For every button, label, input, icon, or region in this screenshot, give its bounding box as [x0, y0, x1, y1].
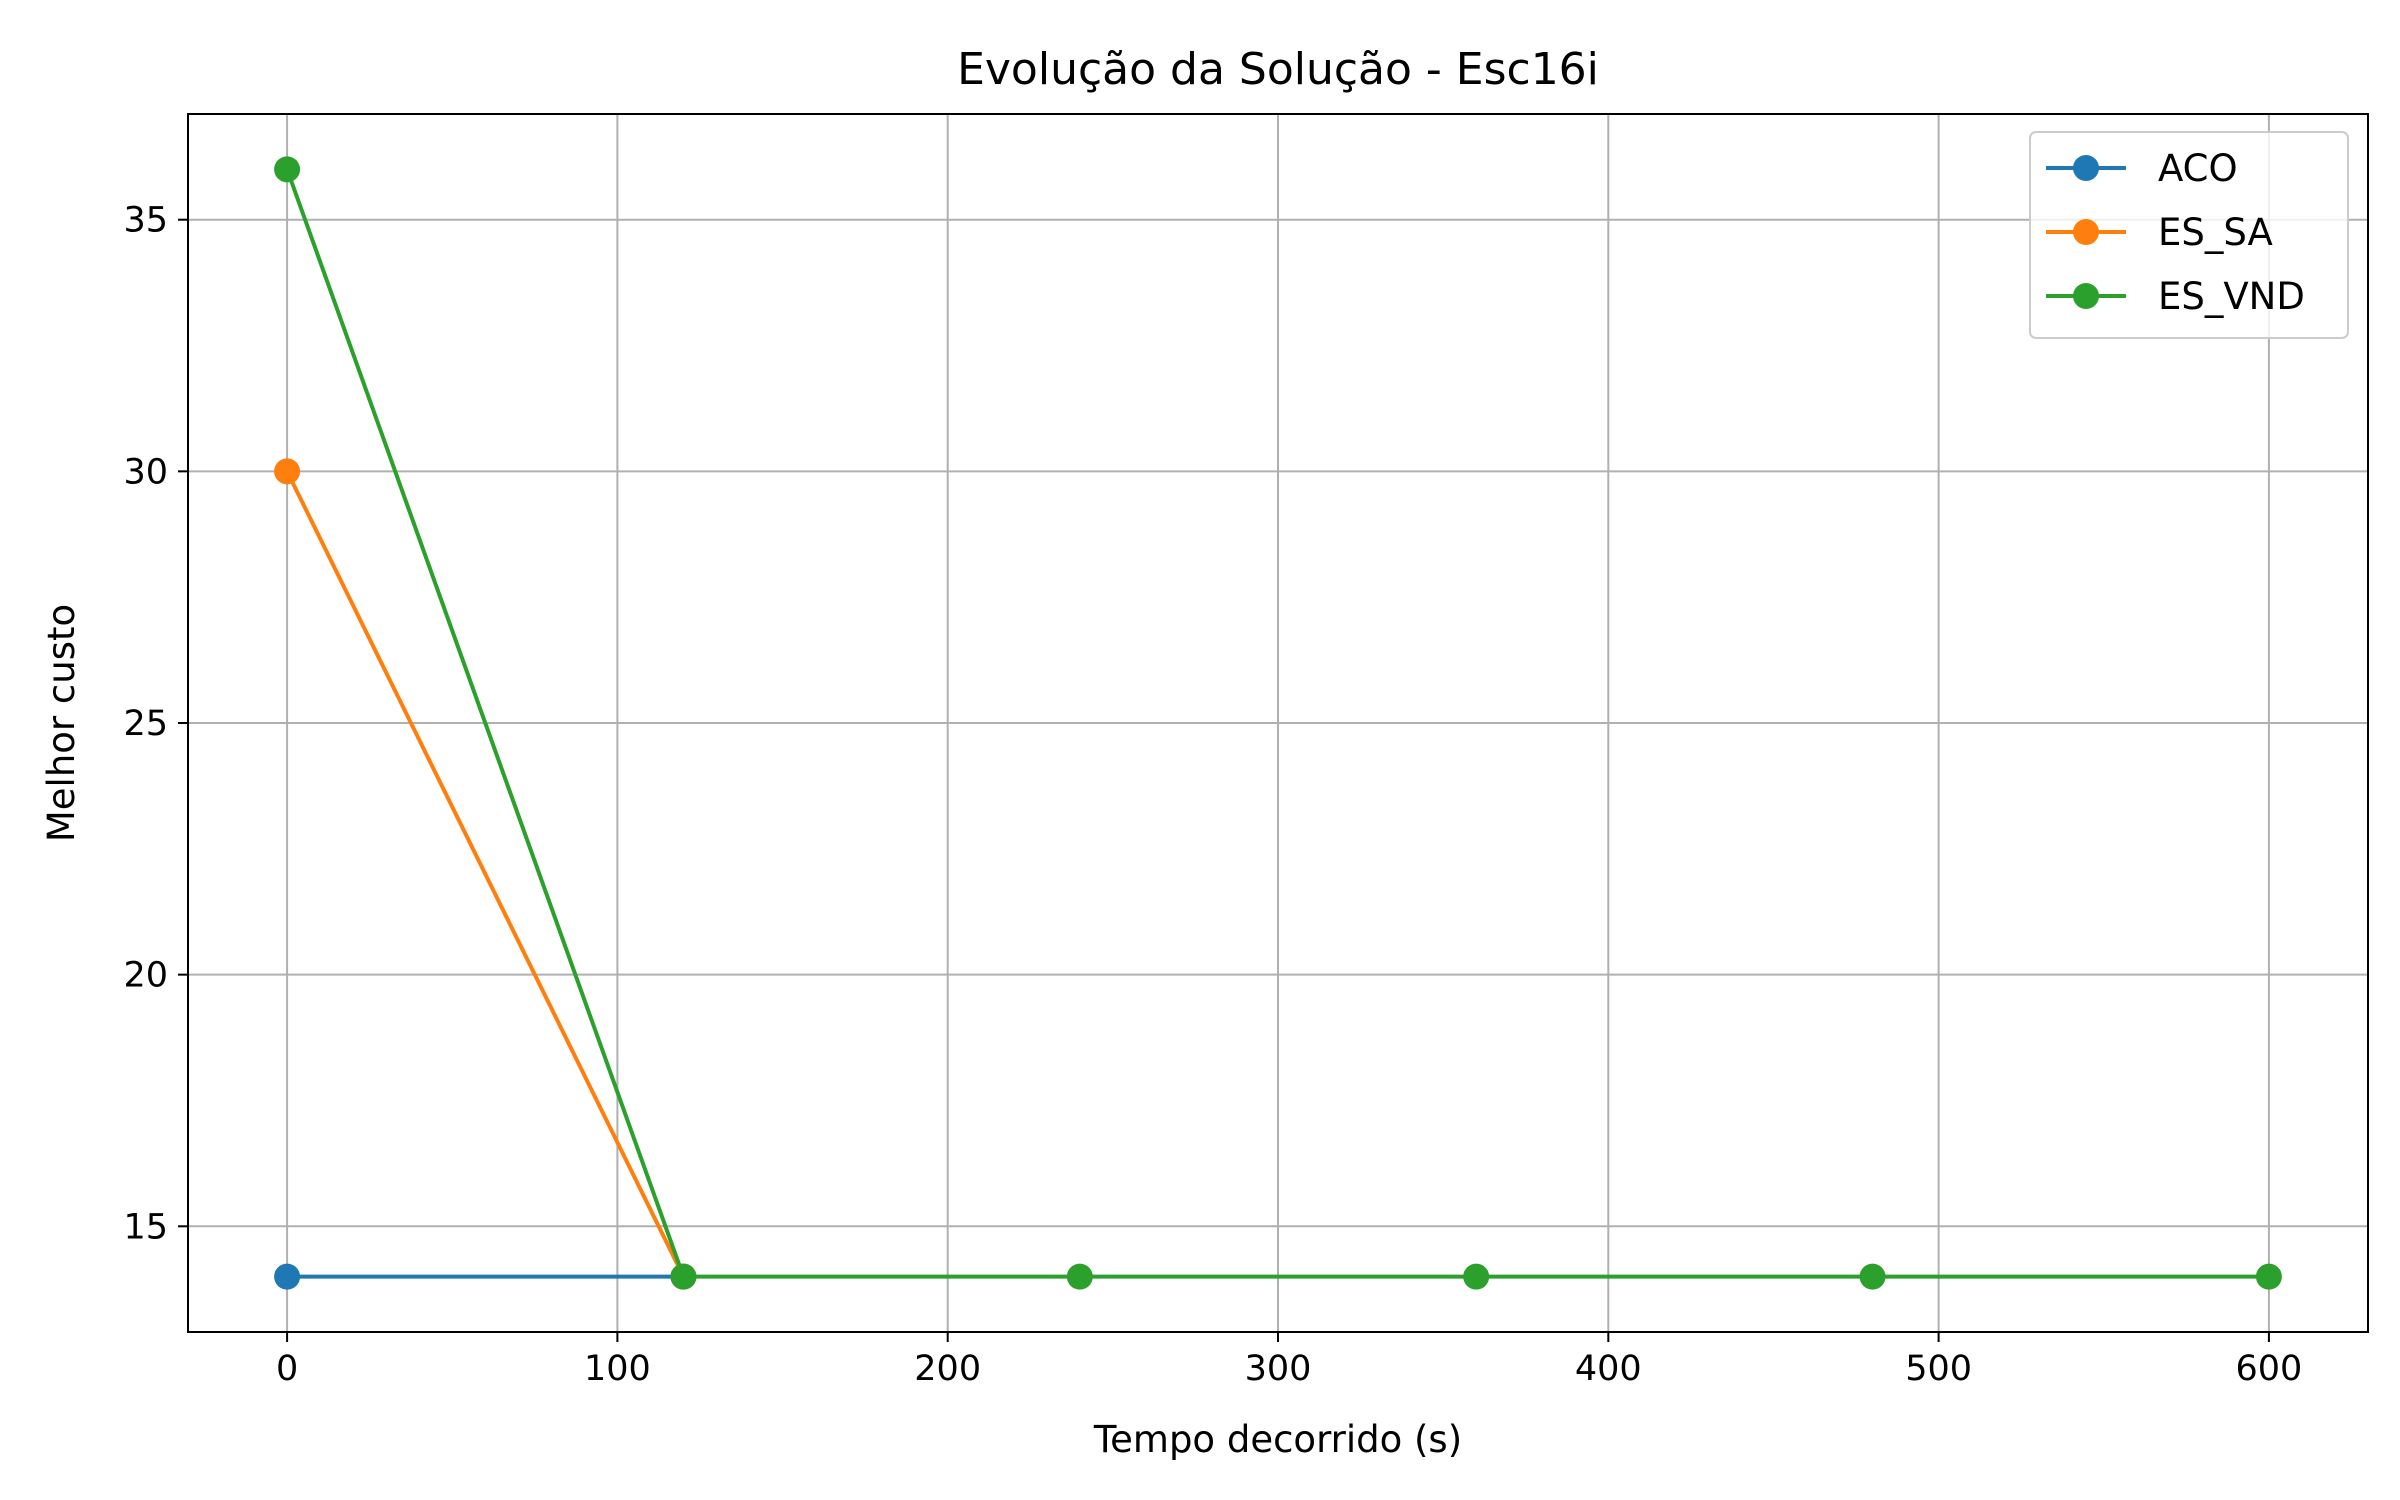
y-tick-label: 30	[123, 452, 168, 492]
data-point	[1066, 1263, 1093, 1290]
series-es-vnd	[274, 156, 2282, 1290]
grid	[188, 114, 2368, 1332]
legend-label: ES_SA	[2158, 211, 2273, 254]
legend: ACO ES_SA ES_VND	[2029, 131, 2349, 339]
data-point	[1859, 1263, 1886, 1290]
legend-item: ACO	[2046, 147, 2238, 190]
x-axis-label: Tempo decorrido (s)	[1093, 1418, 1462, 1461]
legend-marker	[2073, 283, 2099, 309]
x-tick-label: 600	[2236, 1349, 2303, 1389]
data-point	[670, 1263, 697, 1290]
x-tick-label: 0	[276, 1349, 298, 1389]
x-tick-label: 200	[914, 1349, 981, 1389]
series-line	[285, 168, 2269, 1279]
x-tick-label: 500	[1905, 1349, 1972, 1389]
data-point	[2255, 1263, 2282, 1290]
x-tick-label: 400	[1575, 1349, 1642, 1389]
legend-marker	[2073, 155, 2099, 181]
data-point	[274, 1263, 301, 1290]
legend-label: ACO	[2158, 147, 2238, 190]
data-point	[1463, 1263, 1490, 1290]
y-tick-label: 25	[123, 704, 168, 744]
legend-item: ES_SA	[2046, 211, 2273, 254]
y-axis-label: Melhor custo	[40, 604, 83, 842]
data-point	[274, 156, 301, 183]
y-tick-label: 15	[123, 1207, 168, 1247]
y-tick-label: 35	[123, 201, 168, 241]
legend-item: ES_VND	[2046, 275, 2305, 318]
legend-label: ES_VND	[2158, 275, 2305, 318]
series-line	[285, 470, 686, 1278]
legend-marker	[2073, 219, 2099, 245]
series-layer	[274, 156, 2282, 1290]
x-tick-label: 100	[584, 1349, 651, 1389]
ticks: 0 100 200 300 400 500 600 15 20 25 30 35	[123, 201, 2302, 1389]
data-point	[274, 458, 301, 485]
legend-box	[2029, 131, 2349, 339]
y-tick-label: 20	[123, 956, 168, 996]
chart-title: Evolução da Solução - Esc16i	[957, 44, 1599, 95]
x-tick-label: 300	[1245, 1349, 1312, 1389]
